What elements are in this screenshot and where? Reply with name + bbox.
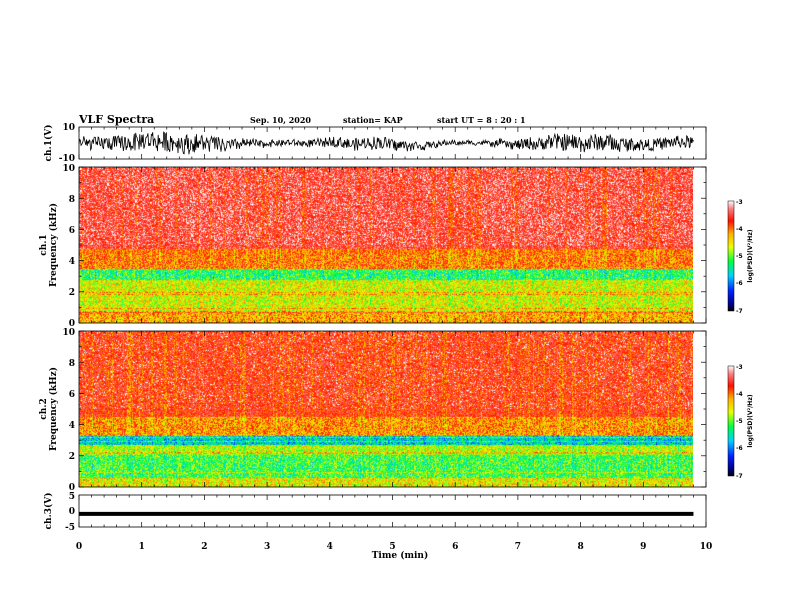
ch1-waveform-panel [78,131,694,155]
xtick-10: 10 [700,542,713,552]
ch2-cb-tick-4: -4 [736,391,743,398]
xtick-2: 2 [201,542,207,552]
ch2-spec-ylabel-line1: ch.2 [39,398,49,419]
ch2-spec-ytick-4: 4 [69,421,75,431]
ch1-spec-ytick-4: 4 [69,257,75,267]
ch1-waveform-ylabel: ch.1(V) [43,125,54,162]
xtick-9: 9 [640,542,646,552]
xtick-5: 5 [389,542,395,552]
ch1-cb-tick-7: -7 [736,308,743,315]
ch1-colorbar: -3 -4 -5 -6 -7 log(PSD)(V²/Hz) [727,199,754,315]
xtick-1: 1 [139,542,145,552]
xtick-6: 6 [452,542,458,552]
ch2-colorbar-scale [727,365,735,477]
ch2-spectrogram-image [79,331,693,487]
time-axis-labels: 0 1 2 3 4 5 6 7 8 9 10 [76,542,712,552]
ch1-cb-label: log(PSD)(V²/Hz) [747,229,754,282]
ch3-ytick-minus5: -5 [65,523,75,533]
xtick-8: 8 [577,542,583,552]
ch2-spec-ytick-2: 2 [69,452,75,462]
ch3-ytick-0: 0 [69,507,75,517]
ch1-spec-ytick-0: 0 [69,319,75,329]
ch1-spec-ylabel-line2: Frequency (kHz) [48,203,59,287]
ch1-spec-ylabel-line1: ch.1 [39,234,49,255]
ch1-spec-yticks: 0 2 4 6 8 10 [62,164,75,329]
ch1-spec-ytick-6: 6 [69,226,75,236]
ch2-spec-ytick-6: 6 [69,390,75,400]
ch3-waveform-yticks: 5 0 -5 [65,492,75,533]
ch1-spec-ytick-10: 10 [62,164,75,174]
ch3-ytick-5: 5 [69,492,75,502]
ch1-cb-tick-6: -6 [736,280,743,287]
ch1-cb-tick-5: -5 [736,253,743,260]
ch2-cb-tick-6: -6 [736,445,743,452]
ch1-waveform-trace [78,131,694,155]
ch2-cb-label: log(PSD)(V²/Hz) [747,394,754,447]
axis-ticks [78,127,707,527]
ch1-colorbar-scale [727,200,735,312]
start-time-label: start UT = 8 : 20 : 1 [437,115,526,125]
ch2-cb-tick-5: -5 [736,418,743,425]
ch2-cb-tick-3: -3 [736,364,743,371]
ch2-spectrogram [79,331,693,487]
ch1-spectrogram-image [79,167,693,323]
ch1-ytick-top: 10 [62,123,75,133]
ch1-waveform-yticks: 10 -10 [59,123,75,164]
ch1-cb-tick-3: -3 [736,199,743,206]
xtick-3: 3 [264,542,270,552]
ch1-spectrogram [79,167,693,323]
ch1-cb-tick-4: -4 [736,226,743,233]
ch2-spec-yticks: 0 2 4 6 8 10 [62,328,75,493]
xtick-7: 7 [515,542,521,552]
xtick-4: 4 [327,542,333,552]
ch2-cb-tick-7: -7 [736,473,743,480]
xtick-0: 0 [76,542,82,552]
date-label: Sep. 10, 2020 [250,115,311,125]
ch1-spec-ytick-2: 2 [69,288,75,298]
ch3-waveform-ylabel: ch.3(V) [43,493,54,530]
ch2-spec-ytick-0: 0 [69,483,75,493]
ch2-spec-ytick-10: 10 [62,328,75,338]
ch2-colorbar: -3 -4 -5 -6 -7 log(PSD)(V²/Hz) [727,364,754,480]
station-label: station= KAP [343,115,403,125]
ch1-ytick-bottom: -10 [59,154,75,164]
ch2-spec-ylabel-line2: Frequency (kHz) [48,367,59,451]
ch1-spec-ytick-8: 8 [69,195,75,205]
figure-title: VLF Spectra [78,113,154,126]
ch2-spec-ytick-8: 8 [69,359,75,369]
time-axis-title: Time (min) [372,550,429,561]
